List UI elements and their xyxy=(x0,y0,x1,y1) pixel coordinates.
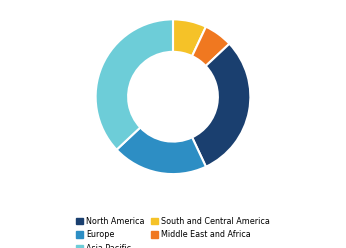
Legend: North America, Europe, Asia Pacific, South and Central America, Middle East and : North America, Europe, Asia Pacific, Sou… xyxy=(76,217,270,248)
Wedge shape xyxy=(95,19,173,150)
Wedge shape xyxy=(192,44,251,167)
Wedge shape xyxy=(173,19,206,56)
Wedge shape xyxy=(192,27,229,66)
Wedge shape xyxy=(117,127,206,174)
